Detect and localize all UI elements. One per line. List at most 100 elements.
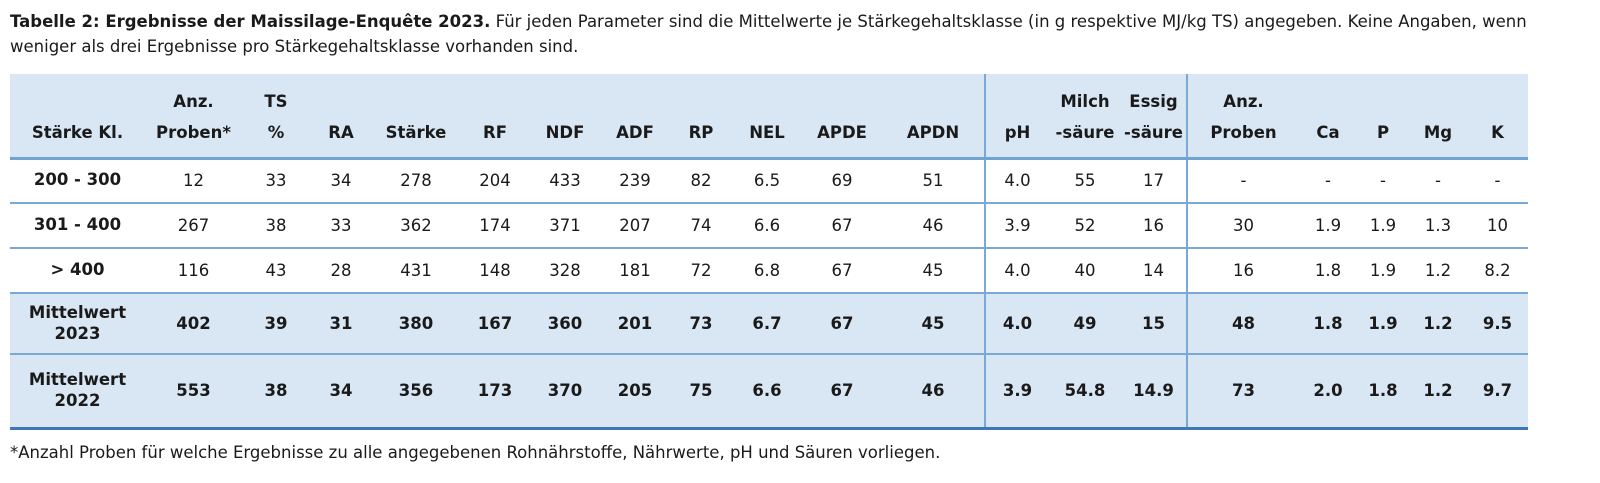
table-footnote: *Anzahl Proben für welche Ergebnisse zu … xyxy=(10,442,941,462)
cell-anz-proben: - xyxy=(1240,171,1247,191)
cell-milchsaeure: 40 xyxy=(1074,261,1096,280)
cell-ph: 3.9 xyxy=(1002,381,1033,401)
cell-staerke: 362 xyxy=(400,216,432,235)
cell-p: 1.9 xyxy=(1369,261,1397,280)
cell-ra: 28 xyxy=(330,261,352,280)
maissilage-results-table: Stärke Kl. Anz. Proben* TS% RA Stärke RF NDF ADF… xyxy=(10,73,1528,430)
cell-apde: 67 xyxy=(831,216,853,235)
document-page: Tabelle 2: Ergebnisse der Maissilage-Enq… xyxy=(10,10,1538,462)
cell-ndf: 360 xyxy=(547,314,583,333)
cell-anz-proben-star: 12 xyxy=(183,171,204,191)
cell-p: 1.9 xyxy=(1369,216,1397,235)
cell-ts: 38 xyxy=(264,381,288,401)
row-label: > 400 xyxy=(50,260,105,280)
column-header-apdn: APDN xyxy=(882,73,986,160)
cell-milchsaeure: 55 xyxy=(1074,171,1096,191)
cell-mg: - xyxy=(1435,171,1441,191)
cell-staerke: 356 xyxy=(398,381,434,401)
cell-anz-proben-star: 267 xyxy=(177,216,210,235)
cell-rp: 75 xyxy=(689,381,713,401)
cell-p: 1.9 xyxy=(1368,314,1398,333)
cell-ph: 4.0 xyxy=(1004,171,1031,191)
table-row-3: > 400 116 43 28 431 148 328 181 72 6.8 67 45 4.0 40 14… xyxy=(10,248,1528,293)
cell-rp: 82 xyxy=(690,171,712,191)
cell-rf: 167 xyxy=(477,314,513,333)
cell-ra: 34 xyxy=(329,381,353,401)
column-header-adf: ADF xyxy=(600,73,670,160)
column-header-rp: RP xyxy=(670,73,732,160)
cell-adf: 205 xyxy=(617,381,653,401)
cell-rf: 204 xyxy=(479,171,511,191)
cell-ca: 1.9 xyxy=(1314,216,1342,235)
table-caption-description: Für jeden Parameter sind die Mittelwerte… xyxy=(10,12,1527,56)
cell-rp: 73 xyxy=(689,314,713,333)
cell-ph: 4.0 xyxy=(1004,261,1031,280)
column-header-staerke: Stärke xyxy=(372,73,460,160)
column-header-ndf: NDF xyxy=(530,73,600,160)
cell-apdn: 46 xyxy=(882,203,986,248)
cell-mg: 1.2 xyxy=(1423,314,1453,333)
cell-adf: 181 xyxy=(619,261,651,280)
cell-nel: 6.7 xyxy=(752,314,782,333)
column-header-nel: NEL xyxy=(732,73,802,160)
cell-ndf: 328 xyxy=(549,261,581,280)
column-header-ca: Ca xyxy=(1299,73,1357,160)
cell-anz-proben: 30 xyxy=(1233,216,1254,235)
column-header-rf: RF xyxy=(460,73,530,160)
cell-essigsaeure: 15 xyxy=(1121,293,1188,354)
column-header-ra: RA xyxy=(310,73,372,160)
row-label: 200 - 300 xyxy=(33,170,122,190)
cell-rf: 173 xyxy=(477,381,513,401)
cell-ra: 31 xyxy=(329,314,353,333)
cell-k: 8.2 xyxy=(1484,261,1511,280)
cell-staerke: 380 xyxy=(398,314,434,333)
header-row: Stärke Kl. Anz. Proben* TS% RA Stärke RF NDF ADF… xyxy=(10,73,1528,160)
column-header-milchsaeure: Milch -säure xyxy=(1049,73,1121,160)
cell-nel: 6.6 xyxy=(753,216,781,235)
table-caption-title: Tabelle 2: Ergebnisse der Maissilage-Enq… xyxy=(10,12,491,31)
cell-milchsaeure: 54.8 xyxy=(1064,381,1106,401)
cell-anz-proben: 48 xyxy=(1232,314,1255,333)
cell-apde: 67 xyxy=(830,381,854,401)
cell-k: 9.5 xyxy=(1482,314,1513,333)
cell-ndf: 433 xyxy=(549,171,581,191)
cell-rp: 74 xyxy=(690,216,712,235)
table-header: Stärke Kl. Anz. Proben* TS% RA Stärke RF NDF ADF… xyxy=(10,73,1528,160)
cell-ts: 33 xyxy=(265,171,287,191)
cell-apdn: 46 xyxy=(882,354,986,428)
cell-apde: 67 xyxy=(831,261,853,280)
cell-k: 10 xyxy=(1487,216,1508,235)
cell-nel: 6.5 xyxy=(753,171,781,191)
row-label: Mittelwert 2022 xyxy=(28,370,127,410)
cell-adf: 239 xyxy=(619,171,651,191)
table-caption: Tabelle 2: Ergebnisse der Maissilage-Enq… xyxy=(10,10,1538,60)
cell-ca: 2.0 xyxy=(1313,381,1343,401)
cell-adf: 201 xyxy=(617,314,653,333)
cell-ts: 43 xyxy=(265,261,287,280)
cell-apdn: 51 xyxy=(882,158,986,203)
cell-p: - xyxy=(1380,171,1386,191)
cell-ndf: 370 xyxy=(547,381,583,401)
table-row-4: Mittelwert 2023 402 39 31 380 167 360 201 73 6.7 6… xyxy=(10,293,1528,354)
cell-staerke: 278 xyxy=(400,171,432,191)
cell-ca: 1.8 xyxy=(1314,261,1342,280)
column-header-ph: pH xyxy=(985,73,1049,160)
cell-ts: 39 xyxy=(264,314,288,333)
cell-k: 9.7 xyxy=(1482,381,1513,401)
column-header-anz-proben: Anz. Proben xyxy=(1187,73,1299,160)
cell-apde: 67 xyxy=(830,314,854,333)
cell-apdn: 45 xyxy=(882,248,986,293)
cell-essigsaeure: 17 xyxy=(1121,158,1188,203)
cell-anz-proben-star: 402 xyxy=(176,314,211,333)
cell-anz-proben-star: 553 xyxy=(176,381,211,401)
cell-nel: 6.8 xyxy=(753,261,781,280)
cell-adf: 207 xyxy=(619,216,651,235)
cell-ph: 4.0 xyxy=(1002,314,1033,333)
cell-p: 1.8 xyxy=(1368,381,1398,401)
cell-ts: 38 xyxy=(265,216,287,235)
table-row-1: 200 - 300 12 33 34 278 204 433 239 82 6.5 69 51 4.0 5… xyxy=(10,158,1528,203)
column-header-ts: TS% xyxy=(242,73,310,160)
cell-mg: 1.3 xyxy=(1424,216,1452,235)
cell-essigsaeure: 14.9 xyxy=(1121,354,1188,428)
cell-ra: 33 xyxy=(330,216,352,235)
